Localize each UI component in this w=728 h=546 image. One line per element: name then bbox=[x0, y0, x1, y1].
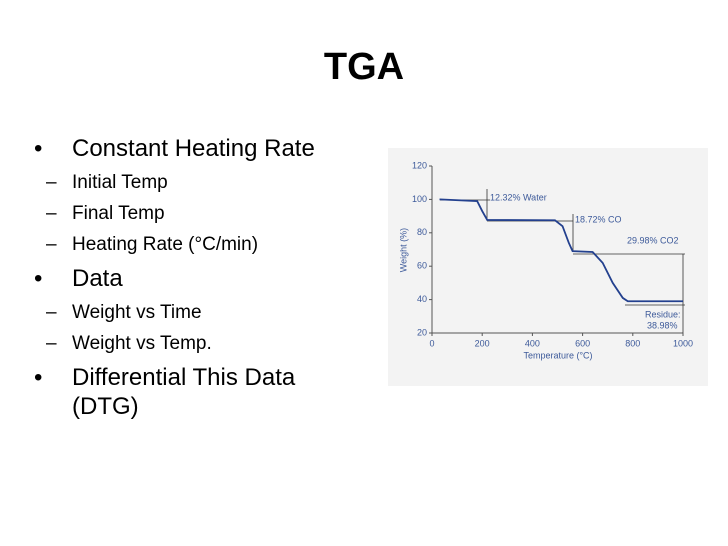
x-tick-label: 200 bbox=[475, 338, 490, 348]
sub-bullet: Weight vs Temp. bbox=[40, 328, 334, 359]
x-tick-label: 800 bbox=[625, 338, 640, 348]
annotation: 29.98% CO2 bbox=[627, 235, 679, 245]
bullet: Differential This Data (DTG) bbox=[34, 363, 340, 421]
sub-bullet: Initial Temp bbox=[40, 167, 334, 198]
bullet: Constant Heating Rate bbox=[34, 134, 340, 163]
bullet: Data bbox=[34, 264, 340, 293]
x-tick-label: 1000 bbox=[673, 338, 693, 348]
y-tick-label: 100 bbox=[412, 194, 427, 204]
data-line bbox=[439, 198, 683, 303]
y-tick-label: 120 bbox=[412, 160, 427, 170]
bullet-list: Constant Heating Rate Initial Temp Final… bbox=[34, 134, 334, 425]
x-tick-label: 600 bbox=[575, 338, 590, 348]
annotation: Residue: bbox=[645, 309, 681, 319]
y-tick-label: 40 bbox=[417, 294, 427, 304]
annotation: 18.72% CO bbox=[575, 214, 622, 224]
y-tick-label: 20 bbox=[417, 327, 427, 337]
y-tick-label: 60 bbox=[417, 261, 427, 271]
x-tick-label: 400 bbox=[525, 338, 540, 348]
sub-bullet: Weight vs Time bbox=[40, 297, 334, 328]
sub-bullet: Heating Rate (°C/min) bbox=[40, 229, 334, 260]
figure-background bbox=[388, 148, 708, 386]
slide-title: TGA bbox=[323, 46, 405, 88]
x-axis-label: Temperature (°C) bbox=[523, 350, 592, 360]
x-tick-label: 0 bbox=[429, 338, 434, 348]
annotation: 12.32% Water bbox=[490, 192, 547, 202]
annotation: 38.98% bbox=[647, 320, 678, 330]
y-tick-label: 80 bbox=[417, 227, 427, 237]
y-axis-label: Weight (%) bbox=[398, 228, 408, 272]
sub-bullet: Final Temp bbox=[40, 198, 334, 229]
